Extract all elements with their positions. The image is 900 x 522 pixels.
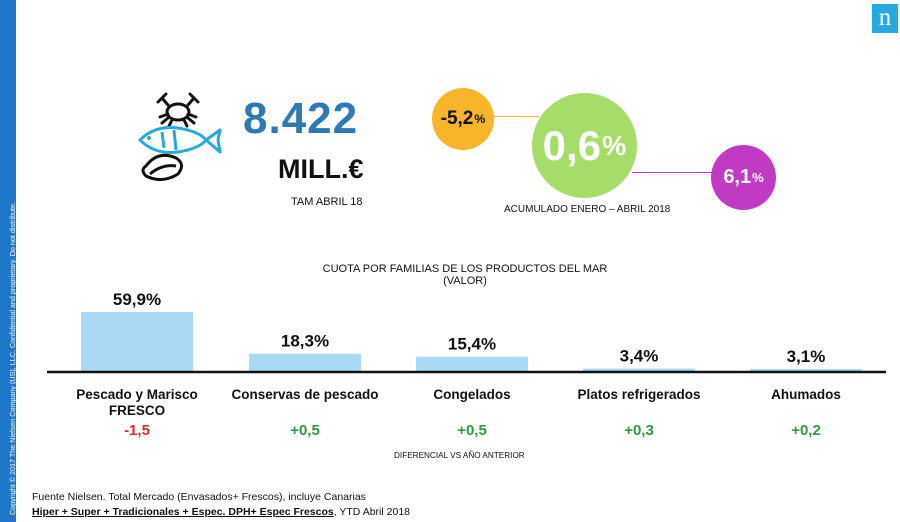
copyright-sidebar: Copyright © 2017 The Nielsen Company (US…	[0, 0, 17, 522]
seafood-icon	[138, 92, 222, 181]
total-unit: MILL.€	[278, 154, 364, 184]
bubble-center-unit: %	[602, 129, 627, 161]
difference-value-1: +0,5	[290, 422, 320, 439]
total-value: 8.422	[243, 94, 359, 143]
value-label-1: 18,3%	[281, 332, 329, 351]
bubble-right-unit: %	[752, 170, 764, 185]
bubble-right-value: 6,1	[723, 166, 752, 188]
category-label-4: Ahumados	[771, 387, 841, 402]
category-label-0: Pescado y Marisco FRESCO	[76, 387, 198, 418]
difference-label: DIFERENCIAL VS AÑO ANTERIOR	[394, 451, 525, 460]
difference-value-0: -1,5	[124, 422, 150, 439]
bar-2	[416, 356, 528, 372]
period-label: TAM ABRIL 18	[291, 196, 363, 208]
connector-left	[494, 116, 539, 117]
bar-1	[249, 353, 361, 372]
bubble-caption: ACUMULADO ENERO – ABRIL 2018	[504, 204, 671, 215]
bubble-center: 0,6%	[532, 93, 637, 198]
category-label-1: Conservas de pescado	[231, 387, 379, 402]
value-label-0: 59,9%	[113, 290, 161, 309]
difference-value-3: +0,3	[624, 422, 654, 439]
bubble-right: 6,1%	[711, 145, 776, 210]
bar-3	[583, 368, 695, 372]
channels-note: Hiper + Super + Tradicionales + Espec. D…	[32, 506, 410, 518]
difference-value-2: +0,5	[457, 422, 487, 439]
value-label-4: 3,1%	[787, 347, 826, 366]
bubble-center-value: 0,6	[542, 121, 602, 169]
category-label-3: Platos refrigerados	[577, 387, 701, 402]
category-label-2: Congelados	[433, 387, 511, 402]
nielsen-logo: n	[872, 4, 898, 33]
bubble-left-unit: %	[474, 112, 486, 126]
source-note: Fuente Nielsen. Total Mercado (Envasados…	[32, 491, 366, 503]
channels-period: , YTD Abril 2018	[333, 506, 410, 518]
value-label-2: 15,4%	[448, 335, 496, 354]
bar-4	[750, 368, 862, 372]
bubble-left: -5,2%	[432, 88, 494, 150]
chart-title: CUOTA POR FAMILIAS DE LOS PRODUCTOS DEL …	[322, 263, 608, 287]
bar-0	[81, 312, 193, 372]
difference-value-4: +0,2	[791, 422, 821, 439]
connector-right	[632, 172, 712, 173]
bubble-left-value: -5,2	[440, 108, 474, 129]
channels-text: Hiper + Super + Tradicionales + Espec. D…	[32, 506, 334, 518]
value-label-3: 3,4%	[620, 347, 659, 366]
